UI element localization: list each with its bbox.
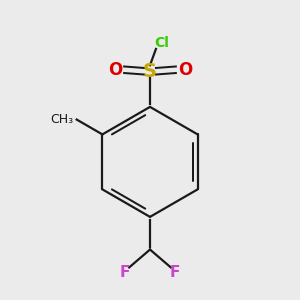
Text: F: F xyxy=(119,265,130,280)
Text: Cl: Cl xyxy=(154,36,169,50)
Text: O: O xyxy=(108,61,122,79)
Text: F: F xyxy=(170,265,181,280)
Text: O: O xyxy=(178,61,192,79)
Text: CH₃: CH₃ xyxy=(50,113,74,126)
Text: S: S xyxy=(143,62,157,81)
